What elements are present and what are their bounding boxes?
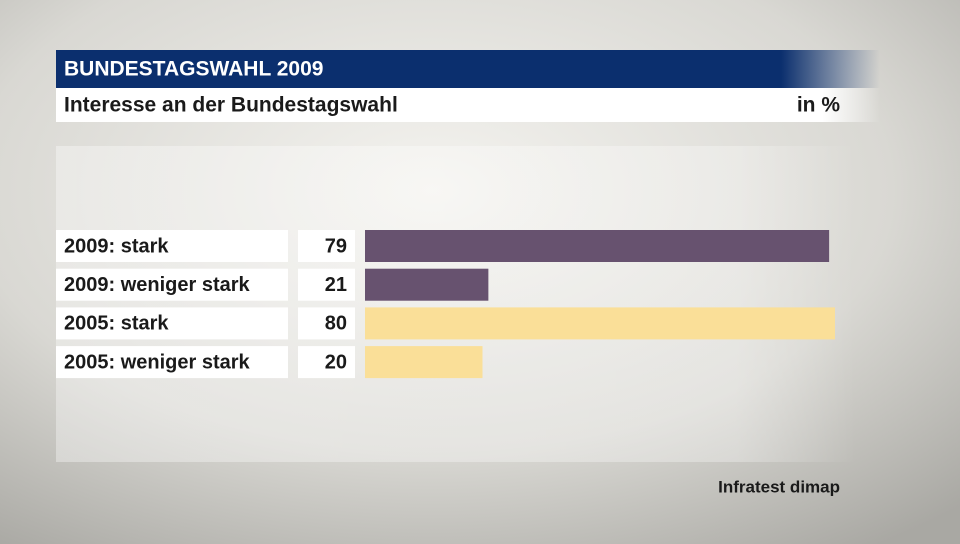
value-box [298,230,355,262]
value-label: 79 [325,235,347,257]
source: Infratest dimap [718,477,840,496]
label-box [56,346,288,379]
category-label: 2005: stark [64,313,169,335]
label-box [56,268,288,301]
bar [365,307,835,340]
label-box [56,230,288,262]
category-label: 2009: weniger stark [64,274,251,296]
value-label: 80 [325,313,347,335]
bar [365,268,489,301]
label-box [56,307,288,340]
chart-title: Interesse an der Bundestagswahl [64,94,398,117]
value-label: 21 [325,274,347,296]
chart-panel [56,146,856,462]
category-label: 2009: stark [64,235,169,257]
unit: in % [797,94,840,117]
header-bar [56,50,880,88]
value-label: 20 [325,351,347,373]
value-box [298,346,355,379]
bar [365,230,830,262]
bar [365,346,483,379]
value-box [298,307,355,340]
title-bar [56,88,880,122]
header: BUNDESTAGSWAHL 2009 [64,58,323,81]
category-label: 2005: weniger stark [64,351,251,373]
value-box [298,268,355,301]
